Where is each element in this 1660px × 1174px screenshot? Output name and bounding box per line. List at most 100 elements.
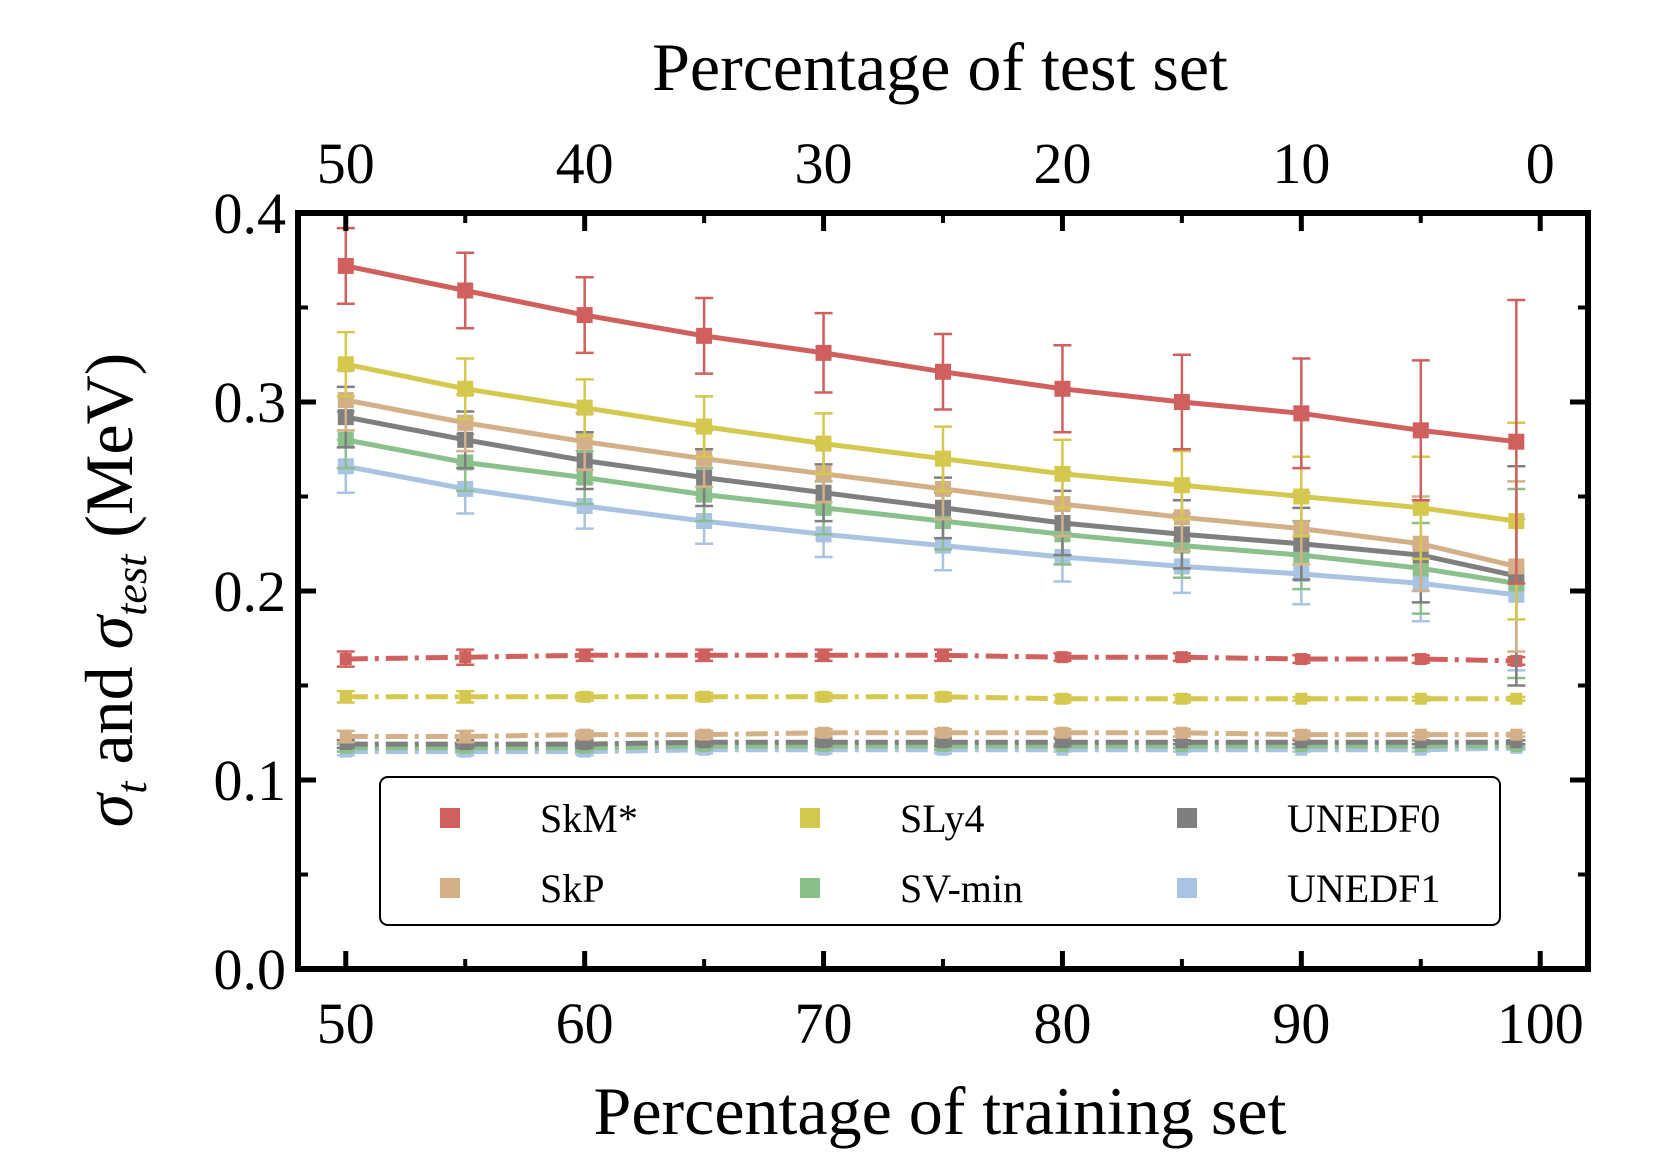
data-point bbox=[1056, 736, 1069, 749]
data-point bbox=[459, 651, 472, 664]
legend-marker bbox=[800, 878, 820, 898]
data-point bbox=[339, 730, 352, 743]
legend: SkM* SLy4 UNEDF0 SkP SV-min UNEDF1 bbox=[379, 776, 1501, 926]
x-tick-label: 90 bbox=[1272, 991, 1330, 1056]
series-test-skp bbox=[336, 368, 1526, 653]
data-point bbox=[815, 435, 832, 452]
legend-item-unedf1: UNEDF1 bbox=[1177, 866, 1440, 911]
legend-item-skp: SkP bbox=[440, 866, 605, 911]
top-tick-label: 0 bbox=[1526, 131, 1555, 196]
y-axis-sub-t: t bbox=[107, 780, 156, 794]
data-point bbox=[1056, 651, 1069, 664]
x-tick-label: 80 bbox=[1033, 991, 1091, 1056]
data-point bbox=[459, 730, 472, 743]
legend-label: SLy4 bbox=[900, 796, 984, 841]
data-point bbox=[576, 307, 593, 324]
series-test-skm- bbox=[336, 226, 1526, 585]
y-tick-labels: 0.0 0.1 0.2 0.3 0.4 bbox=[214, 181, 287, 1002]
x-tick-label: 60 bbox=[556, 991, 614, 1056]
x-axis-title: Percentage of training set bbox=[594, 1073, 1287, 1149]
top-tick-label: 20 bbox=[1033, 131, 1091, 196]
y-tick-label: 0.0 bbox=[214, 937, 287, 1002]
data-point bbox=[937, 736, 949, 749]
data-point bbox=[1295, 692, 1308, 705]
x-tick-label: 70 bbox=[795, 991, 853, 1056]
data-point bbox=[815, 344, 832, 361]
top-axis-title: Percentage of test set bbox=[652, 29, 1228, 105]
y-axis-sigma-2: σ bbox=[71, 613, 147, 649]
legend-label: SV-min bbox=[900, 866, 1023, 911]
y-axis-and: and bbox=[71, 649, 147, 781]
legend-marker bbox=[440, 808, 460, 828]
data-point bbox=[1175, 651, 1188, 664]
data-point bbox=[935, 450, 951, 467]
y-axis-title: σt and σtest (MeV) bbox=[71, 353, 156, 828]
series-line bbox=[345, 694, 1517, 702]
series-line bbox=[345, 652, 1517, 664]
data-point bbox=[337, 356, 354, 373]
data-point bbox=[1414, 728, 1427, 741]
series-line bbox=[345, 739, 1517, 747]
data-point bbox=[698, 649, 711, 662]
data-point bbox=[696, 450, 713, 467]
series-train-skp bbox=[336, 726, 1526, 744]
data-point bbox=[696, 327, 713, 344]
data-point bbox=[1293, 405, 1310, 422]
plot-area bbox=[336, 226, 1526, 758]
data-point bbox=[696, 418, 713, 435]
y-axis-sub-test: test bbox=[107, 553, 156, 616]
data-point bbox=[1510, 728, 1523, 741]
data-point bbox=[578, 728, 591, 741]
data-point bbox=[1054, 465, 1071, 482]
data-point bbox=[339, 653, 352, 666]
legend-item-sly4: SLy4 bbox=[800, 796, 984, 841]
legend-frame bbox=[379, 776, 1501, 926]
series-test-unedf1 bbox=[336, 438, 1526, 672]
legend-label: UNEDF1 bbox=[1287, 866, 1440, 911]
data-point bbox=[1056, 692, 1069, 705]
y-axis-sigma-1: σ bbox=[71, 791, 147, 827]
data-point bbox=[698, 728, 711, 741]
data-point bbox=[1175, 726, 1188, 739]
data-point bbox=[1295, 653, 1308, 666]
plot-frame bbox=[295, 210, 1591, 972]
data-point bbox=[1510, 692, 1523, 705]
y-tick-label: 0.3 bbox=[214, 370, 287, 435]
top-tick-labels: 50 40 30 20 10 0 bbox=[317, 131, 1555, 196]
top-tick-label: 50 bbox=[317, 131, 375, 196]
x-tick-labels: 50 60 70 80 90 100 bbox=[317, 991, 1584, 1056]
data-point bbox=[1508, 433, 1525, 450]
data-point bbox=[337, 257, 354, 274]
data-point bbox=[817, 726, 830, 739]
data-point bbox=[1412, 499, 1429, 516]
x-tick-label: 100 bbox=[1497, 991, 1584, 1056]
legend-label: SkP bbox=[540, 866, 605, 911]
data-point bbox=[1173, 394, 1190, 410]
y-tick-label: 0.4 bbox=[214, 181, 287, 246]
legend-item-skm-: SkM* bbox=[440, 796, 638, 841]
legend-marker bbox=[800, 808, 820, 828]
data-point bbox=[1173, 477, 1190, 494]
data-point bbox=[339, 690, 352, 703]
data-point bbox=[578, 649, 591, 662]
data-point bbox=[817, 690, 830, 703]
legend-label: UNEDF0 bbox=[1287, 796, 1440, 841]
data-point bbox=[937, 726, 949, 739]
data-point bbox=[1175, 692, 1188, 705]
top-tick-label: 10 bbox=[1272, 131, 1330, 196]
data-point bbox=[698, 690, 711, 703]
legend-label: SkM* bbox=[540, 796, 638, 841]
data-point bbox=[1056, 726, 1069, 739]
data-point bbox=[576, 433, 593, 450]
series-train-sly4 bbox=[336, 689, 1526, 705]
data-point bbox=[1293, 488, 1310, 505]
data-point bbox=[1412, 422, 1429, 439]
data-point bbox=[457, 380, 474, 397]
data-point bbox=[1175, 736, 1188, 749]
data-point bbox=[457, 282, 474, 299]
y-axis-unit: (MeV) bbox=[71, 353, 147, 555]
data-point bbox=[1414, 653, 1427, 666]
series-line bbox=[345, 437, 1517, 586]
data-point bbox=[459, 690, 472, 703]
